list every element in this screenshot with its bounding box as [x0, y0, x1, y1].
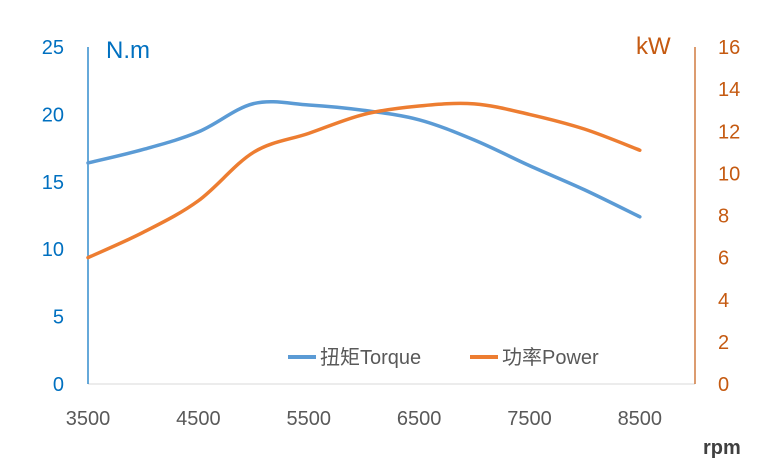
legend: 扭矩Torque 功率Power: [288, 346, 599, 369]
right-tick-label: 16: [718, 37, 740, 59]
right-tick-label: 4: [718, 290, 729, 312]
x-tick-label: 4500: [176, 408, 221, 430]
legend-torque-label: 扭矩Torque: [320, 346, 421, 369]
right-tick-label: 10: [718, 163, 740, 185]
x-tick-label: 5500: [286, 408, 331, 430]
right-tick-label: 6: [718, 248, 729, 270]
right-tick-label: 8: [718, 206, 729, 228]
right-tick-label: 0: [718, 374, 729, 396]
x-axis-label: rpm: [703, 437, 741, 459]
x-tick-label: 6500: [397, 408, 442, 430]
right-tick-label: 12: [718, 121, 740, 143]
x-tick-label: 8500: [618, 408, 663, 430]
legend-power-label: 功率Power: [502, 346, 599, 369]
left-tick-label: 0: [53, 374, 64, 396]
left-tick-label: 25: [42, 37, 64, 59]
left-tick-label: 10: [42, 239, 64, 261]
right-tick-label: 14: [718, 79, 740, 101]
left-tick-label: 5: [53, 307, 64, 329]
right-axis-unit-label: kW: [636, 33, 671, 60]
x-tick-label: 3500: [66, 408, 111, 430]
left-axis-unit-label: N.m: [106, 37, 150, 64]
power-series-line: [86, 101, 642, 260]
torque-series-line: [86, 100, 642, 219]
left-tick-label: 15: [42, 172, 64, 194]
right-tick-label: 2: [718, 332, 729, 354]
left-tick-label: 20: [42, 104, 64, 126]
x-tick-label: 7500: [507, 408, 552, 430]
